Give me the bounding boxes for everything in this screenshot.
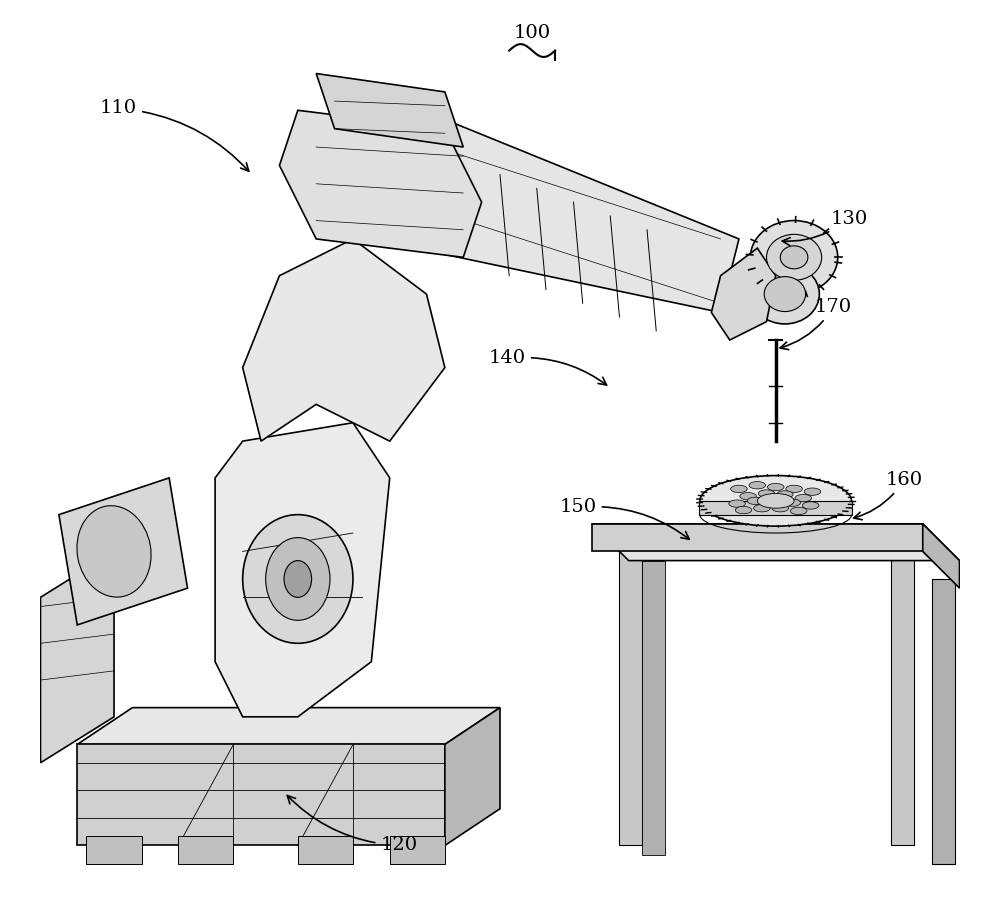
- Ellipse shape: [795, 494, 812, 502]
- Ellipse shape: [747, 497, 764, 505]
- Polygon shape: [445, 708, 500, 845]
- Ellipse shape: [766, 497, 782, 505]
- Ellipse shape: [740, 493, 756, 500]
- Ellipse shape: [772, 505, 789, 512]
- Text: 100: 100: [514, 24, 551, 42]
- Polygon shape: [77, 744, 445, 845]
- Ellipse shape: [802, 502, 819, 509]
- Text: 110: 110: [100, 99, 249, 171]
- Polygon shape: [316, 74, 463, 147]
- Text: 140: 140: [489, 349, 607, 385]
- Ellipse shape: [804, 488, 821, 495]
- Text: 170: 170: [780, 298, 852, 349]
- Polygon shape: [178, 836, 233, 864]
- Text: 150: 150: [560, 498, 689, 539]
- Polygon shape: [891, 551, 914, 845]
- Ellipse shape: [767, 483, 784, 491]
- Polygon shape: [86, 836, 142, 864]
- Ellipse shape: [731, 485, 747, 493]
- Polygon shape: [932, 579, 955, 864]
- Ellipse shape: [790, 507, 807, 515]
- Ellipse shape: [735, 506, 752, 514]
- Ellipse shape: [729, 500, 745, 507]
- Text: 160: 160: [854, 471, 923, 520]
- Ellipse shape: [758, 490, 775, 497]
- Polygon shape: [77, 708, 500, 744]
- Text: 120: 120: [287, 796, 417, 855]
- Ellipse shape: [786, 485, 802, 493]
- Ellipse shape: [77, 505, 151, 597]
- Polygon shape: [642, 561, 665, 855]
- Ellipse shape: [780, 246, 808, 268]
- Ellipse shape: [284, 561, 312, 597]
- Polygon shape: [279, 110, 482, 257]
- Ellipse shape: [749, 482, 766, 489]
- Polygon shape: [592, 524, 960, 561]
- Text: 130: 130: [782, 210, 868, 245]
- Polygon shape: [390, 836, 445, 864]
- Polygon shape: [40, 551, 114, 763]
- Polygon shape: [298, 836, 353, 864]
- Ellipse shape: [700, 476, 852, 526]
- Ellipse shape: [750, 265, 819, 323]
- Ellipse shape: [243, 515, 353, 643]
- Ellipse shape: [757, 494, 794, 508]
- Polygon shape: [923, 524, 960, 588]
- Ellipse shape: [266, 538, 330, 620]
- Ellipse shape: [767, 234, 822, 280]
- Polygon shape: [371, 119, 739, 312]
- Polygon shape: [215, 423, 390, 717]
- Ellipse shape: [777, 491, 793, 498]
- Ellipse shape: [764, 277, 806, 312]
- Polygon shape: [59, 478, 188, 625]
- Ellipse shape: [784, 499, 801, 506]
- Polygon shape: [699, 501, 852, 515]
- Polygon shape: [619, 551, 642, 845]
- Ellipse shape: [750, 221, 838, 294]
- Polygon shape: [243, 239, 445, 441]
- Ellipse shape: [754, 505, 770, 512]
- Polygon shape: [592, 524, 923, 551]
- Polygon shape: [711, 248, 776, 340]
